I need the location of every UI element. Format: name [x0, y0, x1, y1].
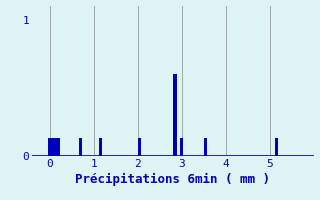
Bar: [79, 138, 82, 156]
X-axis label: Précipitations 6min ( mm ): Précipitations 6min ( mm ): [75, 173, 270, 186]
Bar: [48, 138, 51, 156]
Bar: [51, 138, 54, 156]
Bar: [99, 138, 102, 156]
Bar: [173, 74, 177, 156]
Bar: [54, 138, 57, 156]
Bar: [57, 138, 60, 156]
Bar: [275, 138, 278, 156]
Bar: [180, 138, 183, 156]
Bar: [138, 138, 141, 156]
Bar: [204, 138, 207, 156]
